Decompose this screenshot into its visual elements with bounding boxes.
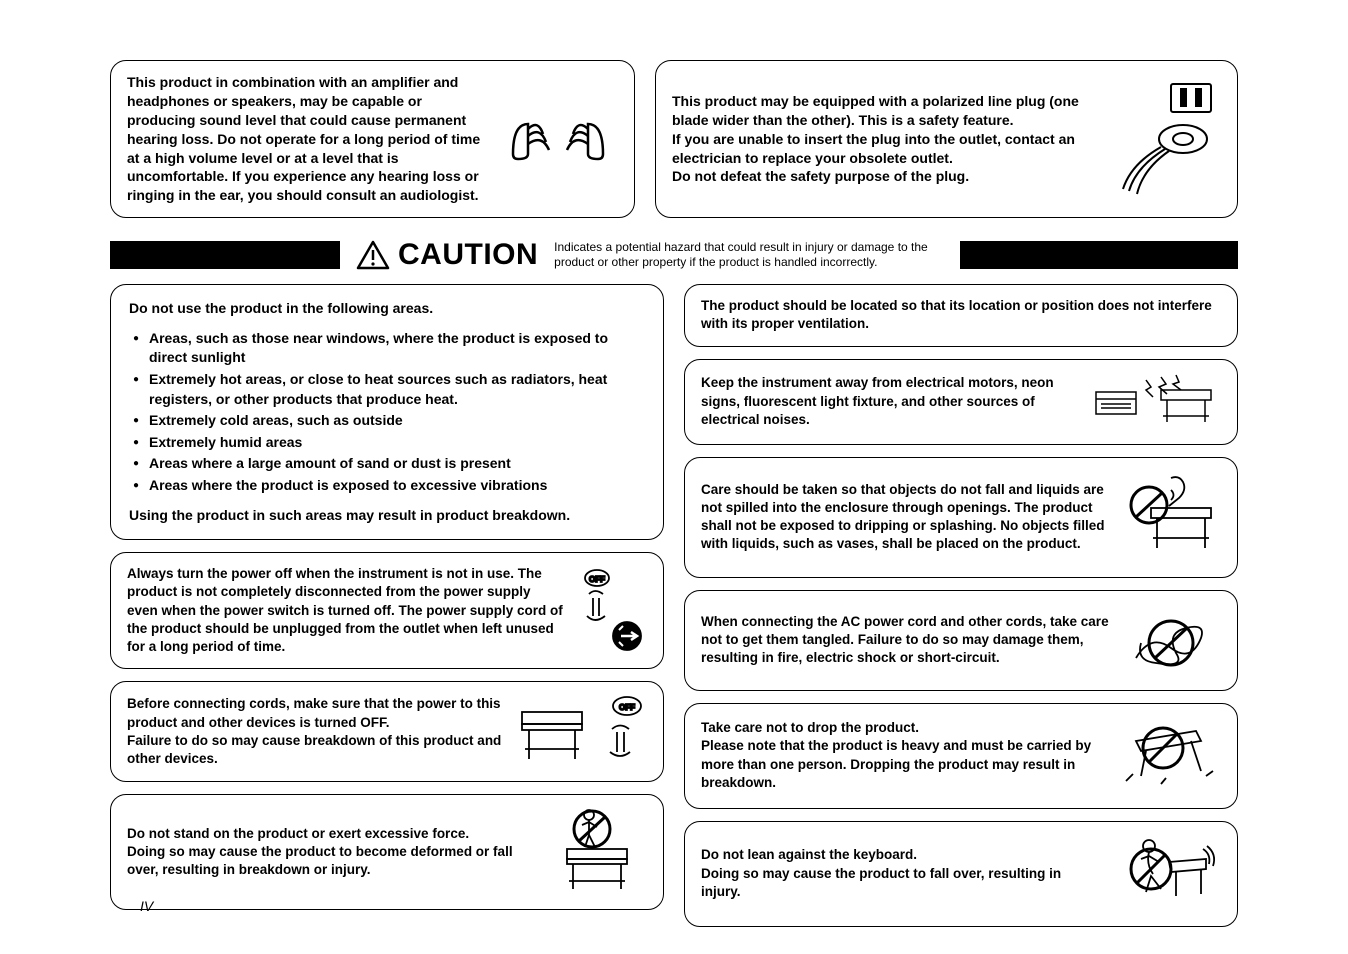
cord-tangle-text: When connecting the AC power cord and ot… bbox=[701, 613, 1109, 668]
black-bar-left bbox=[110, 241, 340, 269]
hearing-warning-box: This product in combination with an ampl… bbox=[110, 60, 635, 218]
liquids-text: Care should be taken so that objects do … bbox=[701, 481, 1109, 554]
power-off-icon: OFF bbox=[577, 566, 647, 656]
areas-item: Extremely cold areas, such as outside bbox=[129, 411, 645, 431]
cords-text: Before connecting cords, make sure that … bbox=[127, 695, 505, 768]
areas-heading: Do not use the product in the following … bbox=[129, 299, 645, 319]
caution-columns: Do not use the product in the following … bbox=[110, 284, 1238, 926]
power-off-text: Always turn the power off when the instr… bbox=[127, 565, 565, 656]
areas-footer: Using the product in such areas may resu… bbox=[129, 506, 645, 526]
top-warning-row: This product in combination with an ampl… bbox=[110, 60, 1238, 218]
plug-warning-text: This product may be equipped with a pola… bbox=[672, 92, 1099, 186]
caution-header-row: CAUTION Indicates a potential hazard tha… bbox=[110, 238, 1238, 272]
caution-center: CAUTION bbox=[356, 238, 538, 272]
right-column: The product should be located so that it… bbox=[684, 284, 1238, 926]
caution-description: Indicates a potential hazard that could … bbox=[554, 240, 944, 271]
plug-warning-box: This product may be equipped with a pola… bbox=[655, 60, 1238, 218]
ventilation-text: The product should be located so that it… bbox=[701, 297, 1221, 333]
cord-tangle-box: When connecting the AC power cord and ot… bbox=[684, 590, 1238, 691]
hearing-warning-text: This product in combination with an ampl… bbox=[127, 73, 486, 205]
headphones-icon bbox=[498, 104, 618, 174]
caution-word: CAUTION bbox=[398, 238, 538, 272]
liquids-box: Care should be taken so that objects do … bbox=[684, 457, 1238, 578]
page-number: IV bbox=[140, 898, 153, 914]
piano-off-icon: OFF bbox=[517, 694, 647, 769]
left-column: Do not use the product in the following … bbox=[110, 284, 664, 926]
no-lean-icon bbox=[1111, 834, 1221, 914]
no-standing-icon bbox=[547, 807, 647, 897]
electrical-noise-box: Keep the instrument away from electrical… bbox=[684, 359, 1238, 445]
no-drop-icon bbox=[1111, 716, 1221, 796]
stand-box: Do not stand on the product or exert exc… bbox=[110, 794, 664, 910]
stand-text: Do not stand on the product or exert exc… bbox=[127, 825, 535, 880]
power-off-box: Always turn the power off when the instr… bbox=[110, 552, 664, 669]
plug-icon bbox=[1111, 79, 1221, 199]
areas-item: Extremely humid areas bbox=[129, 433, 645, 453]
svg-text:OFF: OFF bbox=[589, 575, 605, 584]
areas-list: Areas, such as those near windows, where… bbox=[129, 329, 645, 496]
lean-box: Do not lean against the keyboard. Doing … bbox=[684, 821, 1238, 927]
warning-triangle-icon bbox=[356, 240, 390, 270]
electrical-noise-text: Keep the instrument away from electrical… bbox=[701, 374, 1079, 429]
svg-text:OFF: OFF bbox=[619, 703, 635, 712]
areas-item: Extremely hot areas, or close to heat so… bbox=[129, 370, 645, 409]
no-tangle-icon bbox=[1121, 603, 1221, 678]
drop-text: Take care not to drop the product. Pleas… bbox=[701, 719, 1099, 792]
cords-box: Before connecting cords, make sure that … bbox=[110, 681, 664, 782]
areas-box: Do not use the product in the following … bbox=[110, 284, 664, 540]
areas-item: Areas where a large amount of sand or du… bbox=[129, 454, 645, 474]
areas-item: Areas where the product is exposed to ex… bbox=[129, 476, 645, 496]
no-liquids-icon bbox=[1121, 470, 1221, 565]
drop-box: Take care not to drop the product. Pleas… bbox=[684, 703, 1238, 809]
lean-text: Do not lean against the keyboard. Doing … bbox=[701, 846, 1099, 901]
black-bar-right bbox=[960, 241, 1238, 269]
areas-item: Areas, such as those near windows, where… bbox=[129, 329, 645, 368]
ventilation-box: The product should be located so that it… bbox=[684, 284, 1238, 346]
electrical-noise-icon bbox=[1091, 372, 1221, 432]
